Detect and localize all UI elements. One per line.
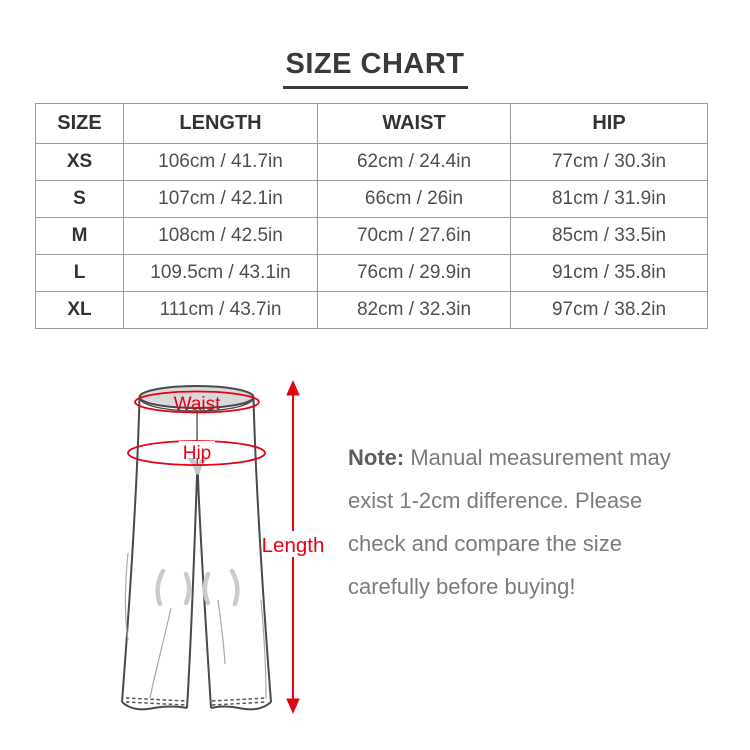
hip-label: Hip xyxy=(183,443,212,464)
cell-waist: 66cm / 26in xyxy=(317,180,511,218)
note-line: Note: Manual measurement may xyxy=(348,436,671,479)
table-row: L 109.5cm / 43.1in 76cm / 29.9in 91cm / … xyxy=(35,254,708,292)
pants-measurement-diagram: Waist Hip Length xyxy=(121,380,325,714)
table-row: M 108cm / 42.5in 70cm / 27.6in 85cm / 33… xyxy=(35,217,708,255)
page-title: SIZE CHART xyxy=(282,48,468,89)
cell-length: 106cm / 41.7in xyxy=(123,143,318,181)
cell-size: L xyxy=(35,254,124,292)
hip-measure-icon: Hip xyxy=(127,440,266,466)
header-length: LENGTH xyxy=(123,103,318,144)
cell-length: 107cm / 42.1in xyxy=(123,180,318,218)
note-line: check and compare the size xyxy=(348,531,622,556)
note-label: Note: xyxy=(348,445,405,470)
cell-size: S xyxy=(35,180,124,218)
header-size: SIZE xyxy=(35,103,124,144)
cell-hip: 81cm / 31.9in xyxy=(510,180,708,218)
cell-length: 108cm / 42.5in xyxy=(123,217,318,255)
cell-waist: 62cm / 24.4in xyxy=(317,143,511,181)
waist-measure-icon: Waist xyxy=(134,390,260,415)
table-row: XS 106cm / 41.7in 62cm / 24.4in 77cm / 3… xyxy=(35,143,708,181)
cell-waist: 82cm / 32.3in xyxy=(317,291,511,329)
cell-hip: 85cm / 33.5in xyxy=(510,217,708,255)
header-hip: HIP xyxy=(510,103,708,144)
note-text: Manual measurement may xyxy=(410,445,671,470)
pants-drawing-icon xyxy=(121,385,272,711)
cell-hip: 97cm / 38.2in xyxy=(510,291,708,329)
cell-waist: 70cm / 27.6in xyxy=(317,217,511,255)
cell-hip: 77cm / 30.3in xyxy=(510,143,708,181)
table-row: S 107cm / 42.1in 66cm / 26in 81cm / 31.9… xyxy=(35,180,708,218)
note-line: carefully before buying! xyxy=(348,574,576,599)
length-arrow-icon: Length xyxy=(262,380,325,714)
cell-size: M xyxy=(35,217,124,255)
cell-size: XS xyxy=(35,143,124,181)
cell-length: 109.5cm / 43.1in xyxy=(123,254,318,292)
table-header-row: SIZE LENGTH WAIST HIP xyxy=(35,103,708,144)
waist-label: Waist xyxy=(174,394,222,415)
size-table: SIZE LENGTH WAIST HIP XS 106cm / 41.7in … xyxy=(35,103,708,329)
header-waist: WAIST xyxy=(317,103,511,144)
cell-hip: 91cm / 35.8in xyxy=(510,254,708,292)
cell-length: 111cm / 43.7in xyxy=(123,291,318,329)
note-line: exist 1-2cm difference. Please xyxy=(348,488,643,513)
measurement-note: Note: Manual measurement may exist 1-2cm… xyxy=(348,436,671,608)
page-title-wrap: SIZE CHART xyxy=(0,48,750,89)
table-row: XL 111cm / 43.7in 82cm / 32.3in 97cm / 3… xyxy=(35,291,708,329)
cell-waist: 76cm / 29.9in xyxy=(317,254,511,292)
length-label: Length xyxy=(262,534,325,557)
cell-size: XL xyxy=(35,291,124,329)
